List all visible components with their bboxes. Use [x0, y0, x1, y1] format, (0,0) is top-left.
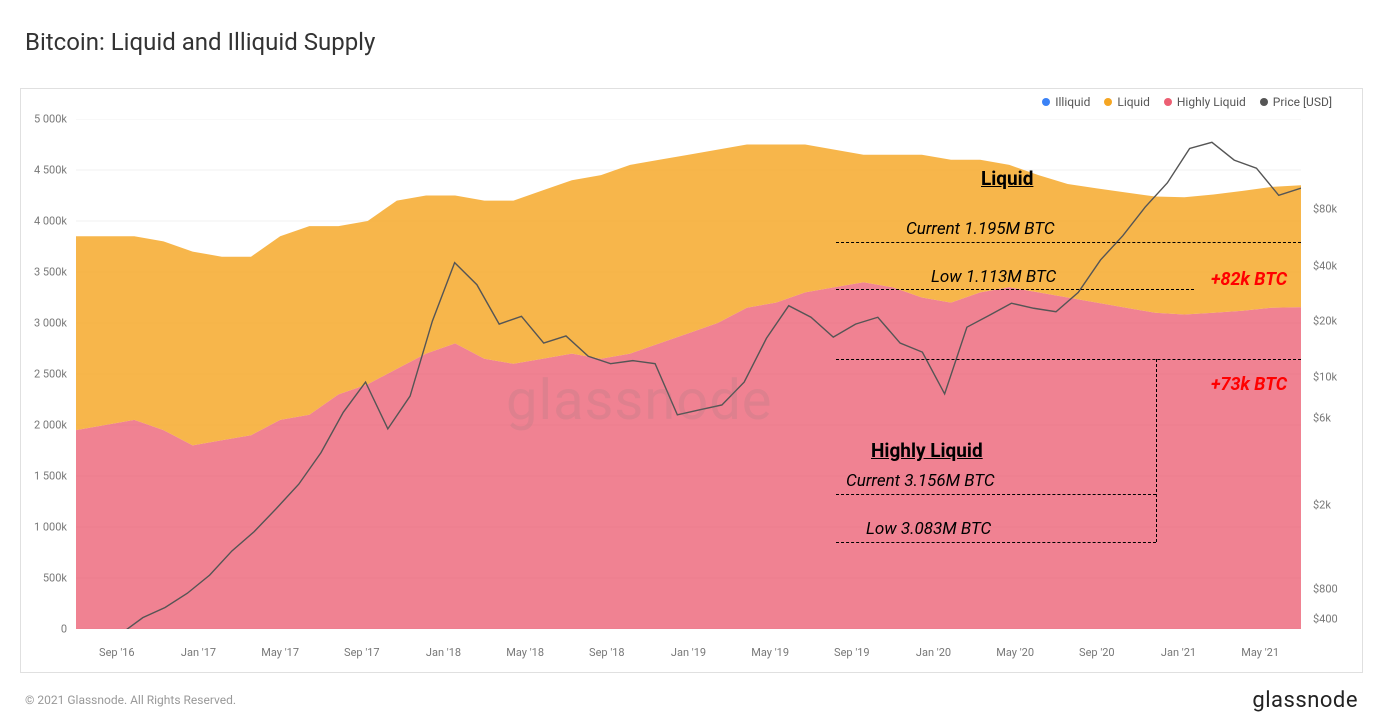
legend-dot — [1164, 98, 1172, 106]
x-tick: Jan '17 — [181, 646, 216, 659]
legend-dot — [1104, 98, 1112, 106]
y-left-tick: 0 — [61, 623, 67, 636]
annotation-highly_low: Low 3.083M BTC — [866, 519, 991, 539]
x-tick: Jan '19 — [671, 646, 706, 659]
legend-item[interactable]: Liquid — [1104, 95, 1150, 109]
legend-label: Highly Liquid — [1177, 95, 1246, 109]
y-right-tick: $400 — [1313, 613, 1338, 626]
y-right-tick: $20k — [1313, 315, 1337, 328]
x-tick: Jan '18 — [426, 646, 461, 659]
legend-item[interactable]: Highly Liquid — [1164, 95, 1246, 109]
y-left-tick: 4 000k — [34, 215, 67, 228]
x-tick: May '20 — [996, 646, 1034, 659]
y-right-tick: $40k — [1313, 260, 1337, 273]
x-tick: Sep '17 — [344, 646, 380, 659]
chart-svg — [76, 119, 1301, 629]
annotation-highly_delta: +73k BTC — [1211, 374, 1287, 395]
legend-label: Liquid — [1117, 95, 1150, 109]
y-left-tick: 3 500k — [34, 266, 67, 279]
x-tick: Jan '20 — [916, 646, 951, 659]
x-tick: May '19 — [751, 646, 789, 659]
y-right-tick: $80k — [1313, 203, 1337, 216]
x-axis: Sep '16 Jan '17 May '17 Sep '17 Jan '18 May '… — [76, 646, 1301, 664]
x-tick: Sep '16 — [99, 646, 135, 659]
dashed-line — [836, 542, 1156, 543]
x-tick: May '18 — [506, 646, 544, 659]
y-left-tick: 2 000k — [34, 419, 67, 432]
page-title: Bitcoin: Liquid and Illiquid Supply — [25, 28, 375, 56]
legend-item[interactable]: Price [USD] — [1260, 95, 1332, 109]
y-left-tick: 1 000k — [34, 521, 67, 534]
x-tick: Sep '18 — [589, 646, 625, 659]
y-left-tick: 3 000k — [34, 317, 67, 330]
legend: Illiquid Liquid Highly Liquid Price [USD] — [1042, 95, 1332, 109]
y-left-tick: 500k — [43, 572, 67, 585]
legend-dot — [1260, 98, 1268, 106]
y-left-tick: 4 500k — [34, 164, 67, 177]
footer-copyright: © 2021 Glassnode. All Rights Reserved. — [25, 693, 236, 707]
annotation-liquid_heading: Liquid — [981, 167, 1033, 190]
plot-area: glassnode LiquidCurrent 1.195M BTCLow 1.… — [76, 119, 1301, 629]
y-right-tick: $2k — [1313, 499, 1331, 512]
annotation-liquid_current: Current 1.195M BTC — [906, 219, 1055, 239]
y-axis-right: $400 $800 $2k $6k $10k $20k $40k $80k — [1307, 119, 1362, 629]
legend-item[interactable]: Illiquid — [1042, 95, 1090, 109]
legend-label: Price [USD] — [1273, 95, 1332, 109]
annotation-liquid_low: Low 1.113M BTC — [931, 267, 1056, 287]
footer-brand: glassnode — [1252, 688, 1358, 713]
x-tick: May '17 — [261, 646, 299, 659]
annotation-highly_heading: Highly Liquid — [871, 439, 983, 462]
y-right-tick: $10k — [1313, 371, 1337, 384]
y-right-tick: $6k — [1313, 412, 1331, 425]
y-right-tick: $800 — [1313, 583, 1338, 596]
dashed-line — [836, 289, 1194, 290]
chart-container: Illiquid Liquid Highly Liquid Price [USD] 0… — [20, 88, 1363, 673]
dashed-line — [836, 494, 1156, 495]
y-axis-left: 0500k1 000k1 500k2 000k2 500k3 000k3 500… — [21, 119, 71, 629]
y-left-tick: 2 500k — [34, 368, 67, 381]
x-tick: Sep '19 — [834, 646, 870, 659]
dashed-line — [836, 359, 1301, 360]
y-left-tick: 5 000k — [34, 113, 67, 126]
dashed-line — [1156, 359, 1157, 542]
annotation-liquid_delta: +82k BTC — [1211, 269, 1287, 290]
y-left-tick: 1 500k — [34, 470, 67, 483]
annotation-highly_current: Current 3.156M BTC — [846, 471, 995, 491]
x-tick: May '21 — [1241, 646, 1279, 659]
x-tick: Jan '21 — [1161, 646, 1196, 659]
x-tick: Sep '20 — [1079, 646, 1115, 659]
legend-label: Illiquid — [1055, 95, 1090, 109]
legend-dot — [1042, 98, 1050, 106]
dashed-line — [836, 242, 1301, 243]
